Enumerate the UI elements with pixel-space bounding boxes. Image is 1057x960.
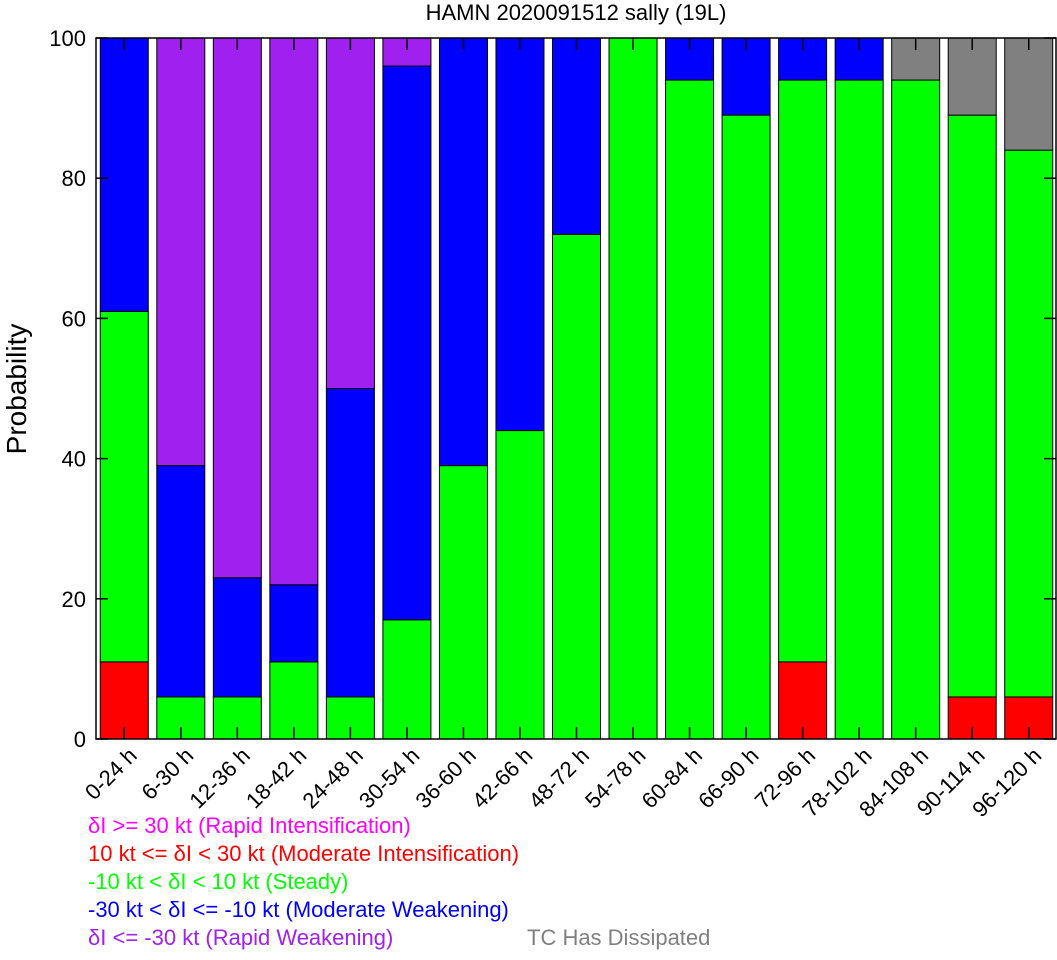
bar-steady-16 <box>1004 149 1054 698</box>
bar-mod_weak-3 <box>269 584 319 663</box>
x-tick-label-3: 18-42 h <box>241 743 311 813</box>
x-tick-label-0: 0-24 h <box>80 743 142 805</box>
bar-mod_weak-8 <box>552 37 601 235</box>
bar-steady-14 <box>891 79 941 740</box>
bar-steady-3 <box>269 661 319 740</box>
bar-rapid_weak-2 <box>212 37 262 579</box>
y-tick-label-100: 100 <box>49 26 86 51</box>
bar-steady-13 <box>834 79 884 740</box>
bar-mod_weak-2 <box>212 577 262 698</box>
x-tick-label-6: 36-60 h <box>411 743 481 813</box>
y-tick-label-20: 20 <box>62 587 86 612</box>
legend-entry-3: -30 kt < δI <= -10 kt (Moderate Weakenin… <box>88 897 509 922</box>
x-tick-label-4: 24-48 h <box>297 743 367 813</box>
bars-group <box>99 37 1054 740</box>
bar-rapid_weak-1 <box>156 37 206 467</box>
y-axis-label: Probability <box>1 324 32 455</box>
bar-steady-12 <box>778 79 828 663</box>
bar-rapid_weak-4 <box>325 37 375 389</box>
bar-steady-7 <box>495 430 545 740</box>
bar-steady-11 <box>721 114 771 740</box>
bar-mod_weak-11 <box>721 37 771 116</box>
bar-mod_weak-0 <box>99 37 149 312</box>
legend-entry-1: 10 kt <= δI < 30 kt (Moderate Intensific… <box>88 841 520 866</box>
legend-entry-0: δI >= 30 kt (Rapid Intensification) <box>88 813 411 838</box>
bar-steady-6 <box>438 465 488 740</box>
bar-mod_weak-1 <box>156 465 206 698</box>
x-tick-label-2: 12-36 h <box>184 743 254 813</box>
chart-title: HAMN 2020091512 sally (19L) <box>426 0 727 25</box>
bar-mod_weak-4 <box>325 388 375 698</box>
bar-mod_weak-5 <box>382 65 432 621</box>
bar-steady-15 <box>947 114 997 698</box>
y-ticks: 0 20 40 60 80 100 <box>49 26 1056 752</box>
y-tick-label-80: 80 <box>62 166 86 191</box>
x-tick-label-5: 30-54 h <box>354 743 424 813</box>
x-tick-label-10: 60-84 h <box>637 743 707 813</box>
bar-mod_int-12 <box>778 661 828 740</box>
bar-mod_weak-7 <box>495 37 545 432</box>
bar-steady-0 <box>99 310 149 663</box>
bar-steady-10 <box>665 79 715 740</box>
bar-mod_weak-6 <box>438 37 488 467</box>
x-tick-label-8: 48-72 h <box>524 743 594 813</box>
legend-entry-4: δI <= -30 kt (Rapid Weakening) <box>88 925 394 950</box>
bar-steady-8 <box>552 233 601 740</box>
y-tick-label-0: 0 <box>74 727 86 752</box>
x-tick-label-11: 66-90 h <box>693 743 763 813</box>
bar-rapid_weak-3 <box>269 37 319 586</box>
x-tick-label-7: 42-66 h <box>467 743 537 813</box>
bar-steady-5 <box>382 619 432 740</box>
y-tick-label-60: 60 <box>62 306 86 331</box>
legend-entry-5: TC Has Dissipated <box>527 925 711 950</box>
y-tick-label-40: 40 <box>62 447 86 472</box>
bar-steady-9 <box>608 37 658 740</box>
bar-dissipated-15 <box>947 37 997 116</box>
bar-dissipated-16 <box>1004 37 1054 151</box>
x-tick-label-9: 54-78 h <box>580 743 650 813</box>
legend-entry-2: -10 kt < δI < 10 kt (Steady) <box>88 869 349 894</box>
